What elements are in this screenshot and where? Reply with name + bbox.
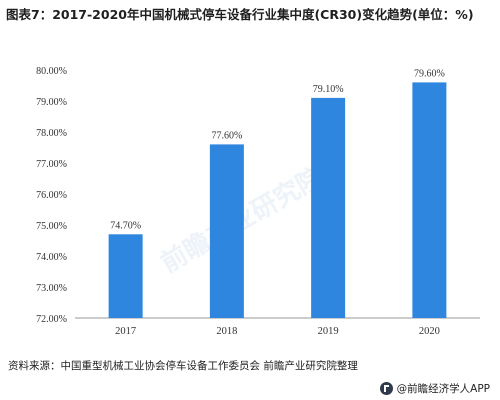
y-tick-label: 76.00% bbox=[36, 190, 67, 201]
x-axis: 2017 2018 2019 2020 bbox=[75, 317, 480, 337]
x-tick-label: 2017 bbox=[115, 326, 136, 337]
bar-2020 bbox=[412, 82, 447, 319]
y-tick-label: 73.00% bbox=[36, 283, 67, 294]
y-tick-label: 78.00% bbox=[36, 128, 67, 139]
data-labels: 74.70% 77.60% 79.10% 79.60% bbox=[110, 68, 445, 231]
y-tick-label: 77.00% bbox=[36, 159, 67, 170]
x-tick-label: 2020 bbox=[419, 326, 440, 337]
bar-2017 bbox=[108, 234, 143, 318]
x-tick-label: 2019 bbox=[318, 326, 339, 337]
chart-title: 图表7：2017-2020年中国机械式停车设备行业集中度(CR30)变化趋势(单… bbox=[6, 7, 474, 22]
data-label: 77.60% bbox=[211, 130, 242, 141]
x-tick-label: 2018 bbox=[216, 326, 237, 337]
bars bbox=[108, 82, 447, 319]
y-tick-label: 80.00% bbox=[36, 66, 67, 77]
data-label: 74.70% bbox=[110, 220, 141, 231]
brand: @前瞻经济学人APP bbox=[379, 381, 490, 396]
bar-2018 bbox=[209, 144, 244, 318]
data-label: 79.10% bbox=[313, 84, 344, 95]
data-label: 79.60% bbox=[414, 68, 445, 79]
brand-logo-icon bbox=[379, 382, 393, 395]
y-axis: 72.00% 73.00% 74.00% 75.00% 76.00% 77.00% 78.0… bbox=[36, 66, 67, 325]
y-tick-label: 72.00% bbox=[36, 314, 67, 325]
y-tick-label: 79.00% bbox=[36, 97, 67, 108]
y-tick-label: 75.00% bbox=[36, 221, 67, 232]
y-tick-label: 74.00% bbox=[36, 252, 67, 263]
brand-label: @前瞻经济学人APP bbox=[396, 383, 490, 395]
source-note: 资料来源：中国重型机械工业协会停车设备工作委员会 前瞻产业研究院整理 bbox=[8, 360, 358, 372]
bar-2019 bbox=[311, 97, 346, 319]
